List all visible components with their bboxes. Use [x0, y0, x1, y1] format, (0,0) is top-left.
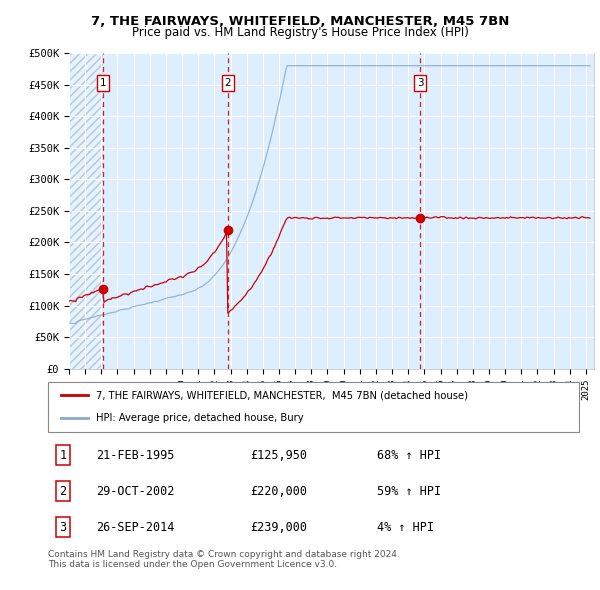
Text: 1: 1: [100, 78, 107, 88]
Text: 26-SEP-2014: 26-SEP-2014: [96, 521, 174, 534]
Text: £125,950: £125,950: [250, 448, 307, 461]
FancyBboxPatch shape: [48, 382, 579, 432]
Text: HPI: Average price, detached house, Bury: HPI: Average price, detached house, Bury: [96, 414, 304, 424]
Text: 7, THE FAIRWAYS, WHITEFIELD, MANCHESTER, M45 7BN: 7, THE FAIRWAYS, WHITEFIELD, MANCHESTER,…: [91, 15, 509, 28]
Text: 4% ↑ HPI: 4% ↑ HPI: [377, 521, 434, 534]
Text: 2: 2: [224, 78, 231, 88]
Text: 29-OCT-2002: 29-OCT-2002: [96, 484, 174, 498]
Text: 7, THE FAIRWAYS, WHITEFIELD, MANCHESTER,  M45 7BN (detached house): 7, THE FAIRWAYS, WHITEFIELD, MANCHESTER,…: [96, 390, 468, 400]
Text: Price paid vs. HM Land Registry's House Price Index (HPI): Price paid vs. HM Land Registry's House …: [131, 26, 469, 39]
Text: 68% ↑ HPI: 68% ↑ HPI: [377, 448, 442, 461]
Text: Contains HM Land Registry data © Crown copyright and database right 2024.
This d: Contains HM Land Registry data © Crown c…: [48, 550, 400, 569]
Bar: [69, 53, 103, 369]
Text: 3: 3: [59, 521, 67, 534]
Text: 1: 1: [59, 448, 67, 461]
Text: 59% ↑ HPI: 59% ↑ HPI: [377, 484, 442, 498]
Bar: [69, 53, 103, 369]
Text: £220,000: £220,000: [250, 484, 307, 498]
Text: £239,000: £239,000: [250, 521, 307, 534]
Text: 21-FEB-1995: 21-FEB-1995: [96, 448, 174, 461]
Text: 2: 2: [59, 484, 67, 498]
Text: 3: 3: [417, 78, 424, 88]
